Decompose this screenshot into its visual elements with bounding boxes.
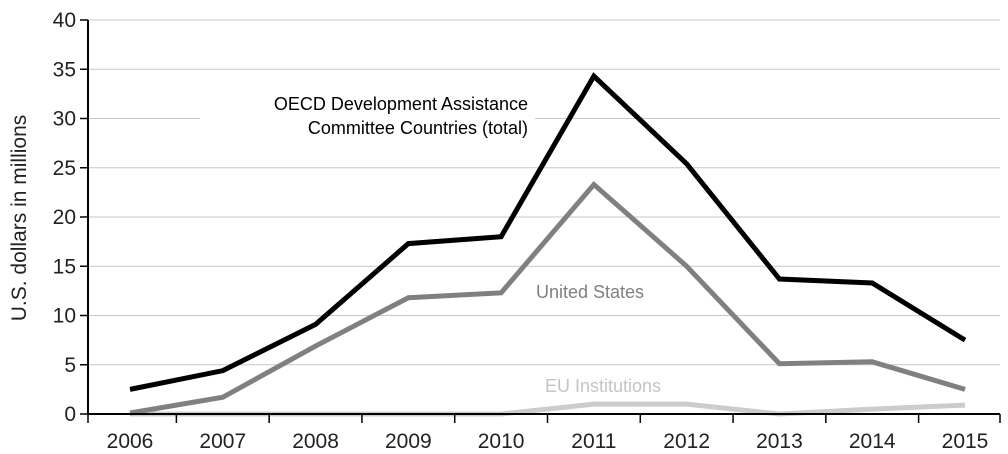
x-tick-labels: 2006 2007 2008 2009 2010 2011 2012 2013 2014 2015: [107, 430, 989, 453]
y-tick-label: 15: [53, 255, 76, 278]
series-labels: OECD Development Assistance Committee Cou…: [200, 90, 661, 396]
x-tick-label: 2006: [107, 430, 154, 453]
y-tick-label: 20: [53, 206, 76, 229]
x-tick-label: 2013: [756, 430, 803, 453]
y-tick-label: 5: [64, 354, 76, 377]
x-tick-label: 2010: [478, 430, 525, 453]
x-tick-label: 2007: [199, 430, 246, 453]
y-tick-label: 40: [53, 9, 76, 32]
y-tick-label: 25: [53, 157, 76, 180]
x-tick-label: 2011: [571, 430, 616, 453]
series-label-0-line-0: OECD Development Assistance: [274, 94, 528, 114]
series-line-2: [130, 401, 966, 417]
y-tick-label: 0: [64, 403, 76, 426]
y-tick-label: 30: [53, 108, 76, 131]
x-tick-label: 2014: [849, 430, 896, 453]
series-label-1-line-0: United States: [536, 282, 644, 302]
x-tick-label: 2012: [663, 430, 710, 453]
series-line-0: [129, 72, 967, 392]
y-tick-labels: 0 5 10 15 20 25 30 35 40: [53, 9, 76, 426]
axes: [80, 19, 1001, 423]
y-tick-label: 35: [53, 58, 76, 81]
x-tick-label: 2008: [292, 430, 339, 453]
series-label-0-line-1: Committee Countries (total): [308, 118, 528, 138]
series-label-background: [200, 90, 535, 146]
y-axis-title: U.S. dollars in millions: [8, 115, 31, 322]
series-line-1: [129, 180, 966, 416]
y-tick-label: 10: [53, 305, 76, 328]
x-tick-label: 2015: [942, 430, 989, 453]
x-tick-label: 2009: [385, 430, 432, 453]
gridlines: [88, 19, 1000, 366]
series-label-2-line-0: EU Institutions: [545, 376, 661, 396]
